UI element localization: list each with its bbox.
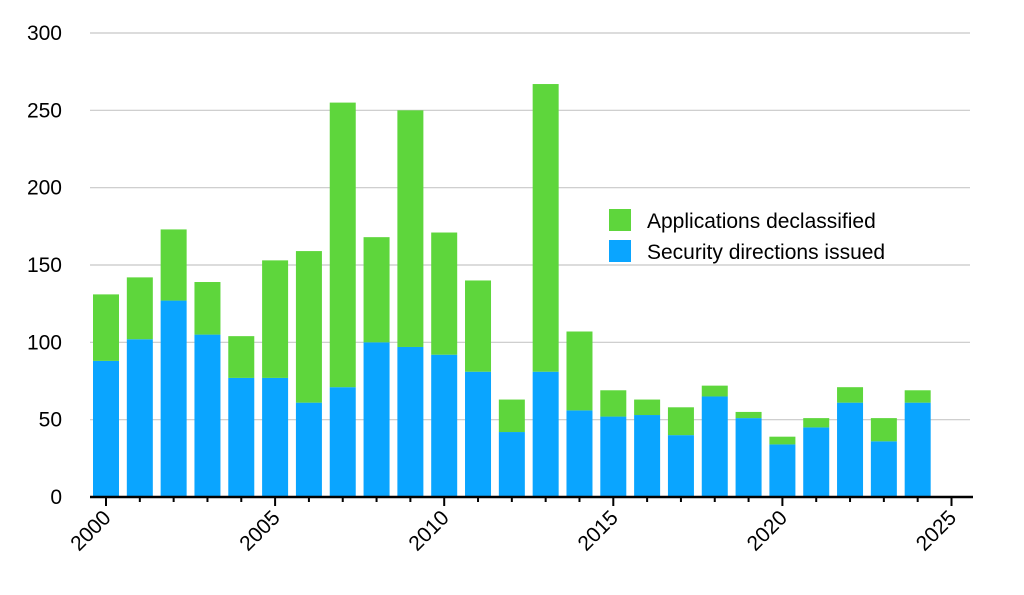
bar-applications-declassified-2011 bbox=[465, 280, 492, 372]
bar-applications-declassified-2016 bbox=[634, 399, 661, 416]
bar-security-directions-2007 bbox=[329, 387, 356, 497]
bar-applications-declassified-2012 bbox=[498, 399, 525, 433]
bar-security-directions-2019 bbox=[735, 418, 762, 497]
bar-security-directions-2015 bbox=[600, 416, 627, 497]
bar-security-directions-2005 bbox=[262, 377, 289, 497]
bar-applications-declassified-2004 bbox=[228, 336, 255, 378]
bar-applications-declassified-2000 bbox=[93, 294, 119, 361]
bar-security-directions-2001 bbox=[126, 339, 153, 497]
bar-applications-declassified-2024 bbox=[904, 390, 931, 403]
legend-label: Applications declassified bbox=[647, 210, 876, 233]
bar-security-directions-2014 bbox=[566, 410, 593, 497]
legend-swatch bbox=[609, 209, 631, 231]
bar-applications-declassified-2007 bbox=[329, 102, 356, 388]
bar-applications-declassified-2020 bbox=[769, 436, 796, 445]
bar-applications-declassified-2017 bbox=[667, 407, 694, 436]
bar-applications-declassified-2008 bbox=[363, 237, 390, 343]
x-axis-ticks bbox=[105, 497, 953, 506]
bar-security-directions-2009 bbox=[397, 346, 424, 497]
bar-security-directions-2023 bbox=[870, 441, 897, 497]
x-tick-label: 2015 bbox=[574, 506, 623, 555]
bar-security-directions-2012 bbox=[498, 432, 525, 497]
y-axis-tick-labels: 0 50 100 150 200 250 300 bbox=[27, 22, 62, 509]
bar-security-directions-2006 bbox=[295, 402, 322, 497]
bar-applications-declassified-2014 bbox=[566, 331, 593, 411]
bar-applications-declassified-2022 bbox=[837, 387, 864, 403]
bar-security-directions-2013 bbox=[532, 371, 559, 497]
bar-security-directions-2017 bbox=[667, 435, 694, 497]
y-tick-label: 200 bbox=[27, 177, 62, 200]
x-tick-label: 2005 bbox=[235, 506, 284, 555]
legend-swatch bbox=[609, 240, 631, 262]
bar-applications-declassified-2010 bbox=[431, 232, 458, 355]
bar-applications-declassified-2013 bbox=[532, 84, 559, 372]
bar-security-directions-2004 bbox=[228, 377, 255, 497]
bar-security-directions-2024 bbox=[904, 402, 931, 497]
x-axis-tick-labels: 2000 2005 2010 2015 2020 2025 bbox=[66, 506, 961, 555]
bar-security-directions-2011 bbox=[465, 371, 492, 497]
bar-security-directions-2000 bbox=[93, 360, 119, 497]
bar-applications-declassified-2006 bbox=[295, 251, 322, 403]
bar-applications-declassified-2001 bbox=[126, 277, 153, 340]
y-tick-label: 0 bbox=[50, 486, 62, 509]
bar-applications-declassified-2005 bbox=[262, 260, 289, 378]
bar-security-directions-2002 bbox=[160, 300, 187, 497]
bar-security-directions-2010 bbox=[431, 354, 458, 497]
bar-applications-declassified-2002 bbox=[160, 229, 187, 301]
y-tick-label: 150 bbox=[27, 254, 62, 277]
bar-security-directions-2016 bbox=[634, 415, 661, 497]
x-tick-label: 2010 bbox=[404, 506, 453, 555]
bar-security-directions-2008 bbox=[363, 342, 390, 497]
bar-applications-declassified-2021 bbox=[803, 418, 830, 428]
bar-security-directions-2022 bbox=[837, 402, 864, 497]
legend: Applications declassified Security direct… bbox=[609, 209, 885, 264]
x-tick-label: 2000 bbox=[66, 506, 115, 555]
x-tick-label: 2020 bbox=[743, 506, 792, 555]
bar-security-directions-2020 bbox=[769, 444, 796, 497]
y-tick-label: 300 bbox=[27, 22, 62, 45]
legend-label: Security directions issued bbox=[647, 241, 885, 264]
bar-applications-declassified-2018 bbox=[701, 385, 728, 397]
bar-security-directions-2021 bbox=[803, 427, 830, 497]
x-tick-label: 2025 bbox=[912, 506, 961, 555]
y-tick-label: 50 bbox=[39, 409, 62, 432]
y-tick-label: 100 bbox=[27, 331, 62, 354]
bar-security-directions-2003 bbox=[194, 334, 221, 497]
bars bbox=[93, 84, 931, 497]
bar-applications-declassified-2009 bbox=[397, 110, 424, 347]
y-tick-label: 250 bbox=[27, 99, 62, 122]
bar-applications-declassified-2023 bbox=[870, 418, 897, 442]
bar-applications-declassified-2019 bbox=[735, 411, 762, 419]
bar-security-directions-2018 bbox=[701, 396, 728, 497]
bar-applications-declassified-2015 bbox=[600, 390, 627, 417]
bar-applications-declassified-2003 bbox=[194, 282, 221, 335]
